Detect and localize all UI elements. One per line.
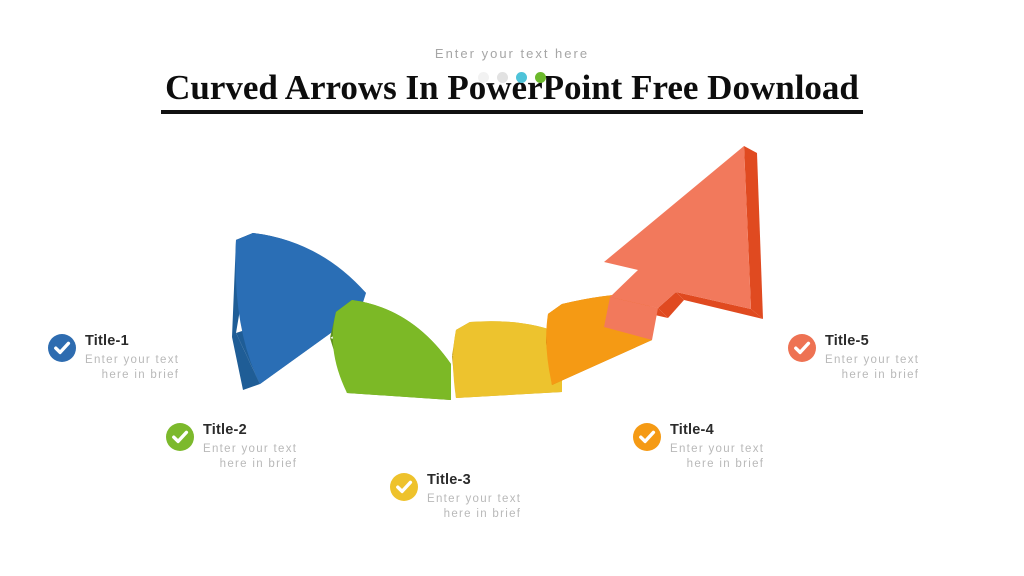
callout-description-line-1: Enter your text — [670, 443, 765, 455]
callout-title-1[interactable]: Title-1 Enter your text here in brief — [48, 332, 179, 383]
callout-description: Enter your text here in brief — [203, 442, 297, 472]
segment-2-body — [332, 300, 451, 400]
arrow-segment-1-blue[interactable] — [232, 233, 366, 390]
callout-title-4[interactable]: Title-4 Enter your text here in brief — [633, 421, 764, 472]
callout-description-line-2: here in brief — [841, 369, 920, 381]
callout-title-5[interactable]: Title-5 Enter your text here in brief — [788, 332, 919, 383]
arrow-head-tail-edge — [610, 297, 668, 318]
callout-label: Title-1 — [85, 333, 129, 349]
callout-description-line-2: here in brief — [686, 458, 765, 470]
segment-4-side-face — [546, 304, 562, 342]
check-circle-icon — [390, 473, 418, 501]
arrow-segment-4-orange[interactable] — [546, 293, 652, 385]
dot-indicator-group — [0, 72, 1024, 83]
slide-header: Enter your text here Curved Arrows In Po… — [0, 44, 1024, 114]
callout-text-block: Title-1 Enter your text here in brief — [85, 332, 179, 383]
callout-text-block: Title-5 Enter your text here in brief — [825, 332, 919, 383]
segment-1-body — [235, 233, 366, 384]
segment-3-body — [453, 321, 562, 398]
segment-3-side-face — [452, 322, 470, 356]
callout-label: Title-5 — [825, 333, 869, 349]
callout-text-block: Title-4 Enter your text here in brief — [670, 421, 764, 472]
check-circle-icon — [166, 423, 194, 451]
segment-2-bottom-face — [330, 338, 451, 400]
page-title: Curved Arrows In PowerPoint Free Downloa… — [161, 68, 863, 114]
callout-description-line-2: here in brief — [101, 369, 180, 381]
check-circle-icon — [633, 423, 661, 451]
arrow-head-tail-plate — [604, 297, 658, 340]
callout-description: Enter your text here in brief — [670, 442, 764, 472]
segment-2-side-face — [330, 300, 352, 338]
callout-description: Enter your text here in brief — [825, 353, 919, 383]
callout-title-3[interactable]: Title-3 Enter your text here in brief — [390, 471, 521, 522]
callout-description-line-1: Enter your text — [825, 354, 920, 366]
segment-1-bottom-face — [236, 296, 360, 384]
dot-indicator-3[interactable] — [516, 72, 527, 83]
dot-indicator-4[interactable] — [535, 72, 546, 83]
callout-description-line-1: Enter your text — [85, 354, 180, 366]
arrow-head-group[interactable] — [604, 146, 763, 340]
arrow-head-bottom-edge — [676, 292, 763, 319]
segment-3-top-face — [456, 321, 562, 362]
callout-description-line-2: here in brief — [443, 508, 522, 520]
callout-description-line-1: Enter your text — [427, 493, 522, 505]
callout-label: Title-2 — [203, 422, 247, 438]
arrow-head-notch-edge — [658, 292, 684, 318]
callout-description: Enter your text here in brief — [427, 492, 521, 522]
arrow-head-face — [604, 146, 751, 309]
check-circle-icon — [788, 334, 816, 362]
callout-title-2[interactable]: Title-2 Enter your text here in brief — [166, 421, 297, 472]
arrow-segment-2-green[interactable] — [330, 300, 451, 400]
callout-description-line-1: Enter your text — [203, 443, 298, 455]
segment-1-top-face — [236, 233, 366, 296]
segment-4-bottom-face — [546, 313, 652, 385]
callout-label: Title-3 — [427, 472, 471, 488]
arrow-head-right-edge — [744, 146, 763, 319]
segment-2-top-face — [336, 300, 451, 368]
dot-indicator-2[interactable] — [497, 72, 508, 83]
eyebrow-text: Enter your text here — [434, 46, 590, 61]
segment-3-bottom-face — [452, 356, 562, 398]
callout-text-block: Title-3 Enter your text here in brief — [427, 471, 521, 522]
callout-label: Title-4 — [670, 422, 714, 438]
callout-description: Enter your text here in brief — [85, 353, 179, 383]
dot-indicator-1[interactable] — [478, 72, 489, 83]
segment-4-top-face — [548, 293, 650, 314]
callout-description-line-2: here in brief — [219, 458, 298, 470]
callout-text-block: Title-2 Enter your text here in brief — [203, 421, 297, 472]
segment-1-side-face — [232, 233, 260, 390]
check-circle-icon — [48, 334, 76, 362]
arrow-segment-3-yellow[interactable] — [452, 321, 562, 398]
segment-4-body — [546, 293, 652, 385]
